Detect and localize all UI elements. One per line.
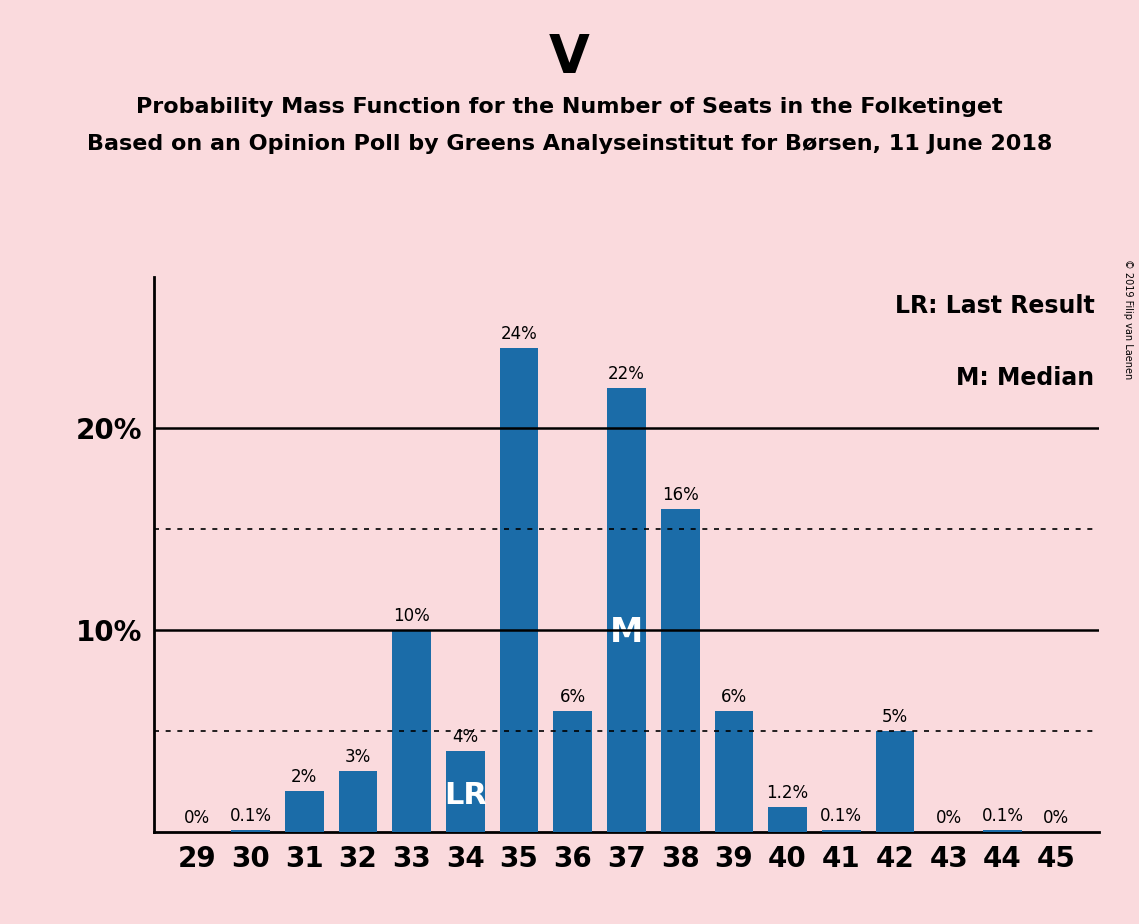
Bar bbox=[769, 808, 806, 832]
Text: 2%: 2% bbox=[292, 768, 318, 786]
Bar bbox=[661, 509, 699, 832]
Text: 22%: 22% bbox=[608, 365, 645, 383]
Text: 24%: 24% bbox=[501, 324, 538, 343]
Bar bbox=[392, 630, 431, 832]
Text: M: Median: M: Median bbox=[957, 366, 1095, 390]
Text: 1.2%: 1.2% bbox=[767, 784, 809, 802]
Text: V: V bbox=[549, 32, 590, 84]
Text: 10%: 10% bbox=[393, 607, 429, 625]
Text: 0.1%: 0.1% bbox=[982, 807, 1024, 824]
Bar bbox=[446, 751, 485, 832]
Text: Based on an Opinion Poll by Greens Analyseinstitut for Børsen, 11 June 2018: Based on an Opinion Poll by Greens Analy… bbox=[87, 134, 1052, 154]
Text: 5%: 5% bbox=[882, 708, 908, 725]
Text: LR: Last Result: LR: Last Result bbox=[894, 294, 1095, 318]
Text: M: M bbox=[609, 615, 644, 649]
Bar bbox=[231, 830, 270, 832]
Bar bbox=[607, 388, 646, 832]
Bar bbox=[285, 791, 323, 832]
Text: 0.1%: 0.1% bbox=[820, 807, 862, 824]
Text: 0.1%: 0.1% bbox=[229, 807, 271, 824]
Bar bbox=[714, 711, 753, 832]
Bar bbox=[554, 711, 592, 832]
Bar bbox=[876, 731, 915, 832]
Text: 0%: 0% bbox=[935, 808, 961, 827]
Bar bbox=[822, 830, 861, 832]
Text: 0%: 0% bbox=[1043, 808, 1070, 827]
Text: © 2019 Filip van Laenen: © 2019 Filip van Laenen bbox=[1123, 259, 1133, 379]
Text: LR: LR bbox=[444, 781, 486, 809]
Text: 16%: 16% bbox=[662, 486, 698, 504]
Text: 6%: 6% bbox=[721, 687, 747, 706]
Bar bbox=[338, 772, 377, 832]
Text: 4%: 4% bbox=[452, 728, 478, 746]
Bar bbox=[983, 830, 1022, 832]
Text: Probability Mass Function for the Number of Seats in the Folketinget: Probability Mass Function for the Number… bbox=[137, 97, 1002, 117]
Bar bbox=[500, 347, 539, 832]
Text: 6%: 6% bbox=[559, 687, 585, 706]
Text: 3%: 3% bbox=[345, 748, 371, 766]
Text: 0%: 0% bbox=[183, 808, 210, 827]
